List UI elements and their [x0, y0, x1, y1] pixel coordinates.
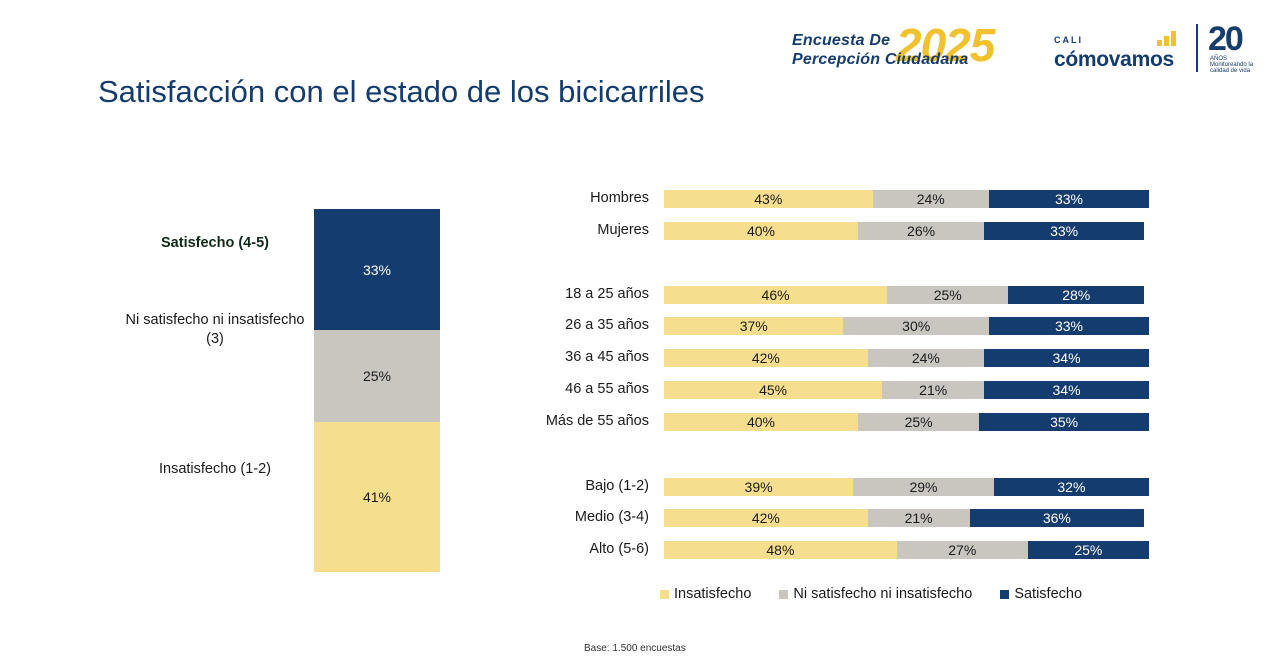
- cali-como-vamos-logo: CALI cómovamos: [1054, 30, 1194, 80]
- bar-segment: 39%: [664, 478, 854, 496]
- bar-segment: 42%: [664, 509, 868, 527]
- survey-logo: 2025 Encuesta De Percepción Ciudadana: [792, 19, 1022, 72]
- logo-divider: [1196, 24, 1198, 72]
- survey-line-1: Encuesta De: [792, 32, 891, 49]
- bar-segment: 42%: [664, 349, 868, 367]
- stack-label: Satisfecho (4-5): [161, 235, 269, 251]
- bar-segment: 33%: [988, 317, 1149, 335]
- category-label: 18 a 25 años: [565, 286, 649, 302]
- bar-segment: 48%: [664, 541, 897, 559]
- bar-segment: 43%: [664, 190, 873, 208]
- footnote: Base: 1.500 encuestas: [584, 643, 686, 654]
- bar-segment: 27%: [896, 541, 1028, 559]
- category-label: Bajo (1-2): [585, 478, 649, 494]
- bar-segment: 40%: [664, 413, 858, 431]
- bar-segment: 30%: [843, 317, 989, 335]
- bar-segment: 46%: [664, 286, 888, 304]
- category-label: 26 a 35 años: [565, 317, 649, 333]
- legend-swatch: [779, 589, 789, 599]
- stack-label: Ni satisfecho ni insatisfecho (3): [125, 312, 305, 347]
- legend-label: Insatisfecho: [674, 586, 752, 602]
- bar-segment: 40%: [664, 222, 858, 240]
- bar-segment: 32%: [993, 478, 1149, 496]
- bars-icon: [1157, 30, 1181, 46]
- legend-swatch: [1000, 589, 1010, 599]
- anniversary-number: 20: [1208, 20, 1244, 58]
- legend-item: Insatisfecho: [660, 586, 751, 602]
- legend-swatch: [660, 589, 669, 599]
- chart-legend: Insatisfecho Ni satisfecho ni insatisfec…: [660, 586, 1082, 602]
- category-label: Medio (3-4): [574, 509, 649, 525]
- legend-label: Ni satisfecho ni insatisfecho: [793, 586, 973, 602]
- stack-segment: 41%: [314, 421, 440, 572]
- bar-segment: 29%: [853, 478, 994, 496]
- page-title: Satisfacción con el estado de los bicica…: [98, 74, 705, 109]
- legend-label: Satisfecho: [1014, 586, 1083, 602]
- category-label: 36 a 45 años: [565, 349, 649, 365]
- bar-segment: 21%: [867, 509, 970, 527]
- org-name: cómovamos: [1054, 48, 1174, 71]
- legend-item: Satisfecho: [1000, 586, 1082, 602]
- bar-segment: 33%: [984, 222, 1145, 240]
- bar-segment: 33%: [988, 190, 1149, 208]
- bar-segment: 25%: [887, 286, 1009, 304]
- anniversary-logo: 20 AÑOS Monitoreando la calidad de vida: [1206, 20, 1262, 76]
- bar-segment: 34%: [984, 381, 1149, 399]
- category-label: Mujeres: [597, 222, 649, 238]
- bar-segment: 45%: [664, 381, 883, 399]
- bar-segment: 35%: [979, 413, 1149, 431]
- bar-segment: 25%: [858, 413, 980, 431]
- category-label: Hombres: [590, 190, 649, 206]
- category-label: Alto (5-6): [589, 541, 649, 557]
- survey-year: 2025: [896, 19, 995, 71]
- legend-item: Ni satisfecho ni insatisfecho: [779, 586, 972, 602]
- stack-segment: 33%: [314, 209, 440, 330]
- survey-line-2: Percepción Ciudadana: [792, 51, 969, 68]
- stack-segment: 25%: [314, 330, 440, 422]
- bar-segment: 37%: [664, 317, 844, 335]
- bar-segment: 34%: [984, 349, 1149, 367]
- bar-segment: 26%: [858, 222, 985, 240]
- org-city: CALI: [1054, 35, 1083, 45]
- category-label: 46 a 55 años: [565, 381, 649, 397]
- bar-segment: 36%: [969, 509, 1145, 527]
- bar-segment: 24%: [872, 190, 989, 208]
- bar-segment: 21%: [882, 381, 985, 399]
- anniversary-text: AÑOS Monitoreando la calidad de vida: [1210, 56, 1254, 74]
- category-label: Más de 55 años: [545, 413, 649, 429]
- stack-label: Insatisfecho (1-2): [158, 461, 272, 477]
- bar-segment: 28%: [1008, 286, 1145, 304]
- bar-segment: 25%: [1027, 541, 1149, 559]
- bar-segment: 24%: [867, 349, 985, 367]
